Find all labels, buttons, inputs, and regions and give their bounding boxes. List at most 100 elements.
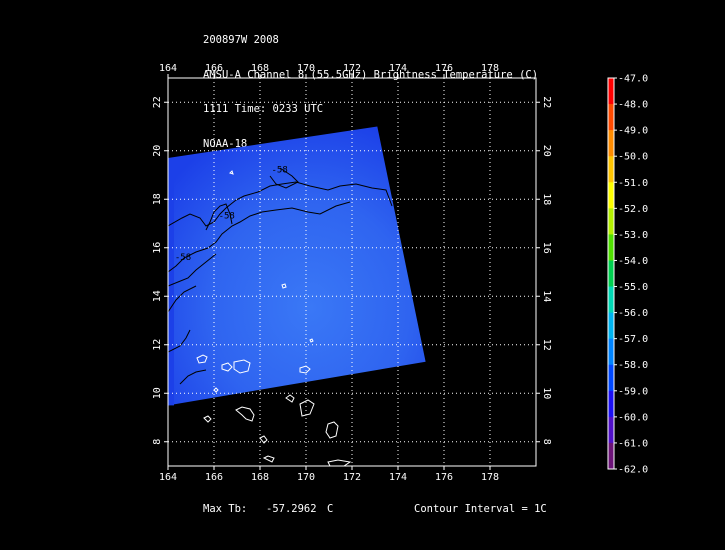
swath-edge-strip [168, 158, 174, 406]
colorbar-segment [608, 286, 614, 314]
x-tick-label-bottom: 174 [389, 472, 407, 483]
island-outline [196, 354, 208, 364]
contour-line [168, 329, 191, 353]
max-tb-label: Max Tb: [203, 503, 248, 515]
contour-line [269, 167, 299, 189]
max-tb-value: -57.2962 [266, 503, 317, 515]
island-outline [262, 455, 275, 463]
colorbar-label: -49.0 [618, 126, 648, 137]
x-tick-label-top: 168 [251, 63, 269, 74]
x-tick-label-bottom: 166 [205, 472, 223, 483]
x-tick-label-bottom: 170 [297, 472, 315, 483]
x-tick-label-top: 164 [159, 63, 177, 74]
island-outline [299, 365, 311, 374]
x-tick-label-top: 166 [205, 63, 223, 74]
title-line-storm: 200897W 2008 [203, 34, 279, 46]
contour-line [168, 181, 393, 227]
colorbar-label: -61.0 [618, 438, 648, 449]
y-tick-label-left: 22 [152, 96, 163, 108]
colorbar-segment [608, 312, 614, 340]
y-tick-label-left: 20 [152, 145, 163, 157]
colorbar-label: -51.0 [618, 178, 648, 189]
y-tick-label-left: 12 [152, 339, 163, 351]
colorbar-label: -48.0 [618, 100, 648, 111]
colorbar-segment [608, 234, 614, 261]
colorbar-segment [608, 208, 614, 235]
contour-line [205, 203, 233, 231]
contour-line [168, 253, 217, 287]
y-tick-label-right: 16 [541, 242, 552, 254]
y-tick-label-left: 8 [152, 439, 163, 445]
chart-title-block: 200897W 2008 AMSU-A Channel 8 (55.5GHz) … [203, 12, 538, 162]
island-outline [325, 421, 339, 439]
island-outline [221, 362, 233, 372]
y-tick-label-right: 18 [541, 193, 552, 205]
x-tick-label-top: 176 [435, 63, 453, 74]
title-line-channel: AMSU-A Channel 8 (55.5GHz) Brightness Te… [203, 68, 539, 81]
title-line-time: 1111 Time: 0233 UTC [203, 103, 324, 115]
colorbar-label: -53.0 [618, 230, 648, 241]
y-tick-label-right: 14 [541, 290, 552, 302]
colorbar-label: -59.0 [618, 386, 648, 397]
x-tick-label-top: 172 [343, 63, 361, 74]
contour-line [179, 369, 207, 385]
y-tick-label-right: 8 [541, 439, 552, 445]
y-tick-label-right: 10 [541, 387, 552, 399]
colorbar-label: -57.0 [618, 334, 648, 345]
colorbar-label: -58.0 [618, 360, 648, 371]
colorbar-label: -56.0 [618, 308, 648, 319]
contour-label: -58 [175, 253, 191, 263]
y-tick-label-right: 22 [541, 96, 552, 108]
colorbar-label: -60.0 [618, 412, 648, 423]
colorbar-segment [608, 78, 614, 105]
colorbar-segment [608, 130, 614, 157]
axis-ticks: 1641641661661681681701701721721741741761… [152, 63, 552, 483]
x-tick-label-bottom: 178 [481, 472, 499, 483]
satellite-swath [168, 126, 426, 406]
island-coastlines [196, 170, 352, 466]
colorbar-frame [607, 77, 615, 470]
x-tick-label-top: 170 [297, 63, 315, 74]
colorbar-label: -52.0 [618, 204, 648, 215]
island-outline [233, 359, 251, 374]
colorbar-segment [608, 156, 614, 183]
colorbar-label: -50.0 [618, 152, 648, 163]
island-outline [281, 283, 287, 289]
y-tick-label-left: 18 [152, 193, 163, 205]
island-outline [235, 406, 255, 422]
colorbar-segment [608, 442, 614, 470]
island-outline [327, 459, 352, 466]
x-tick-label-bottom: 168 [251, 472, 269, 483]
title-line-satellite: NOAA-18 [203, 137, 248, 150]
colorbar-segment [608, 416, 614, 444]
island-outline [309, 338, 314, 343]
y-tick-label-left: 16 [152, 242, 163, 254]
x-tick-label-top: 174 [389, 63, 407, 74]
contour-label: -58 [219, 212, 235, 222]
island-outline [285, 394, 295, 403]
y-tick-label-left: 14 [152, 290, 163, 302]
contour-label: -58 [272, 166, 288, 176]
island-outline [259, 435, 268, 444]
colorbar-label: -47.0 [618, 74, 648, 85]
contour-interval: Contour Interval = 1C [414, 503, 547, 515]
y-tick-label-right: 20 [541, 145, 552, 157]
colorbar-label: -62.0 [618, 465, 648, 476]
x-tick-label-bottom: 172 [343, 472, 361, 483]
island-outline [203, 415, 212, 423]
colorbar-segment [608, 260, 614, 288]
y-tick-label-right: 12 [541, 339, 552, 351]
contour-lines: -58 -58 -58 [168, 166, 393, 385]
contour-line [168, 201, 351, 273]
island-outline [299, 399, 315, 417]
y-tick-label-left: 10 [152, 387, 163, 399]
colorbar-segment [608, 182, 614, 209]
max-tb-unit: C [327, 503, 334, 515]
colorbar-segment [608, 104, 614, 131]
x-tick-label-bottom: 176 [435, 472, 453, 483]
island-outline [213, 387, 219, 393]
island-outline [229, 170, 234, 175]
x-tick-label-bottom: 164 [159, 472, 177, 483]
